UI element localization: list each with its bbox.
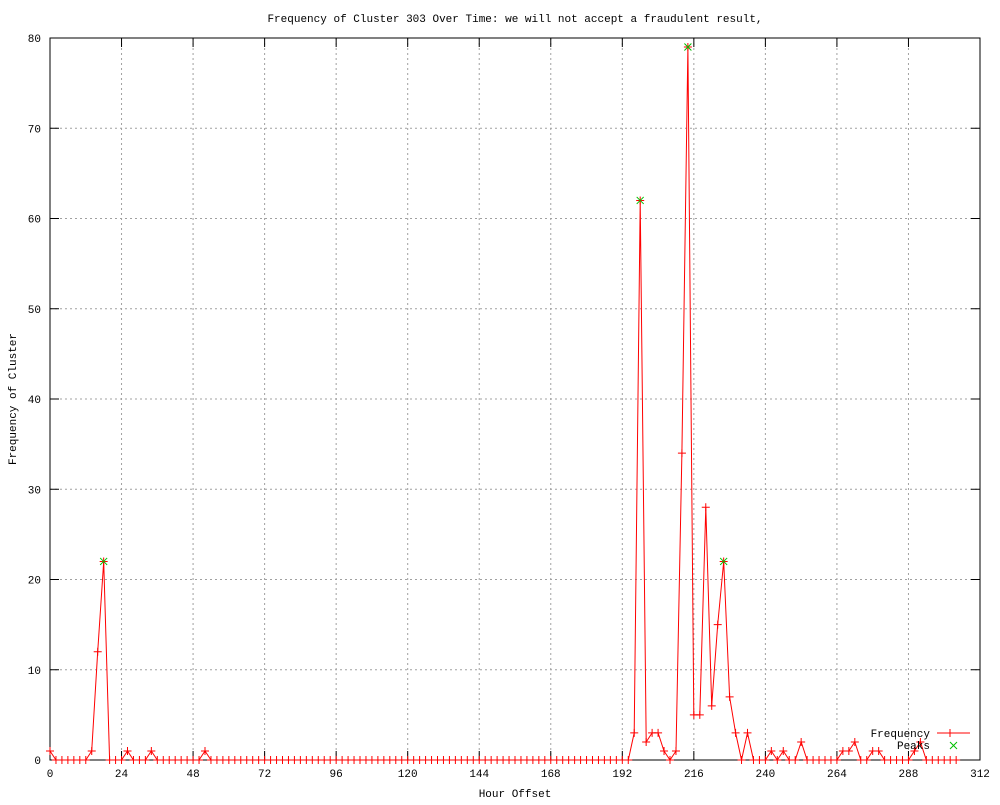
frequency-point <box>725 692 734 701</box>
axis-ticks: 0 10 20 30 40 50 60 70 80 0 24 48 72 96 120 144 168 192 21… <box>28 34 990 781</box>
x-tick-label: 192 <box>612 769 632 781</box>
legend-marker-frequency <box>949 729 957 737</box>
frequency-point <box>123 746 132 755</box>
y-tick-label: 10 <box>28 666 41 678</box>
grid <box>50 38 980 760</box>
x-tick-label: 168 <box>541 769 561 781</box>
frequency-point <box>117 756 126 764</box>
frequency-point <box>46 746 54 755</box>
frequency-point <box>666 756 674 764</box>
y-tick-label: 60 <box>28 215 41 227</box>
x-tick-label: 144 <box>469 769 489 781</box>
x-tick-label: 48 <box>186 769 199 781</box>
frequency-point <box>671 746 680 755</box>
frequency-point <box>779 746 788 755</box>
frequency-point <box>916 737 925 746</box>
frequency-point <box>624 756 633 764</box>
frequency-point <box>850 737 859 746</box>
x-tick-label: 24 <box>115 769 129 781</box>
legend-label-frequency: Frequency <box>871 729 931 741</box>
frequency-point <box>93 647 102 656</box>
frequency-point <box>791 756 800 764</box>
y-tick-label: 0 <box>34 756 41 768</box>
frequency-point <box>743 728 752 737</box>
frequency-point <box>642 737 651 746</box>
frequency-point <box>731 728 740 737</box>
x-tick-label: 240 <box>755 769 775 781</box>
x-axis-label: Hour Offset <box>479 789 552 800</box>
frequency-point <box>695 710 704 719</box>
legend-marker-peaks <box>949 741 958 750</box>
peak-point <box>684 43 692 51</box>
x-tick-label: 288 <box>899 769 919 781</box>
frequency-point <box>677 449 686 458</box>
frequency-point <box>737 756 746 764</box>
frequency-point <box>874 746 883 755</box>
x-tick-label: 216 <box>684 769 704 781</box>
peak-point <box>99 557 108 566</box>
frequency-point <box>707 701 716 710</box>
y-axis-label: Frequency of Cluster <box>8 333 20 465</box>
series-layer <box>46 43 961 764</box>
peak-point <box>636 196 645 205</box>
frequency-point <box>910 746 919 755</box>
frequency-point <box>630 728 639 737</box>
y-tick-label: 50 <box>28 305 41 317</box>
frequency-point <box>773 756 782 764</box>
frequency-point <box>904 756 913 764</box>
frequency-point <box>767 746 776 755</box>
y-tick-label: 20 <box>28 576 41 588</box>
frequency-point <box>862 756 871 764</box>
x-tick-label: 96 <box>330 769 343 781</box>
frequency-point <box>952 756 961 764</box>
frequency-point <box>81 756 90 764</box>
legend: Frequency Peaks <box>871 729 970 753</box>
frequency-point <box>832 756 841 764</box>
peak-point <box>719 557 728 566</box>
y-tick-label: 70 <box>28 124 41 136</box>
frequency-point <box>195 756 204 764</box>
frequency-point <box>713 620 722 629</box>
x-tick-label: 120 <box>398 769 418 781</box>
legend-label-peaks: Peaks <box>897 741 930 753</box>
frequency-point <box>201 746 209 755</box>
x-tick-label: 72 <box>258 769 271 781</box>
x-tick-label: 0 <box>47 769 54 781</box>
chart-title: Frequency of Cluster 303 Over Time: we w… <box>267 14 762 26</box>
frequency-point <box>141 756 150 764</box>
frequency-point <box>844 746 853 755</box>
frequency-point <box>660 746 669 755</box>
frequency-point <box>761 756 770 764</box>
frequency-point <box>701 503 710 512</box>
y-tick-label: 40 <box>28 395 41 407</box>
frequency-point <box>797 737 806 746</box>
frequency-point <box>87 746 96 755</box>
x-tick-label: 264 <box>827 769 847 781</box>
y-tick-label: 30 <box>28 485 41 497</box>
y-tick-label: 80 <box>28 34 41 46</box>
frequency-point <box>654 728 663 737</box>
frequency-line <box>49 46 957 761</box>
frequency-point <box>147 746 156 755</box>
x-tick-label: 312 <box>970 769 990 781</box>
